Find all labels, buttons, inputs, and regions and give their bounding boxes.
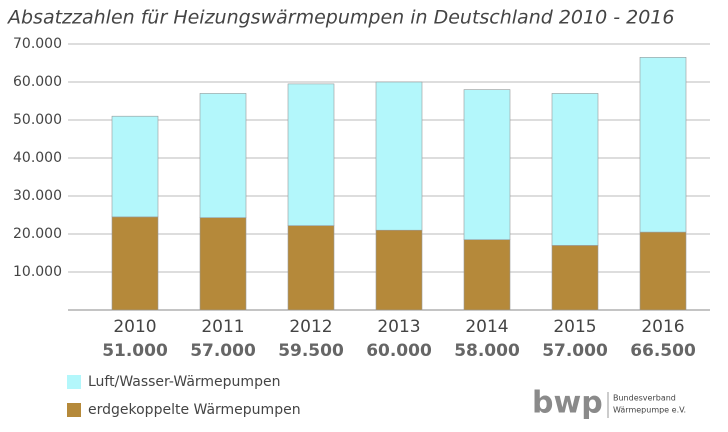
y-tick-label: 20.000: [13, 226, 62, 242]
bar-segment: [463, 89, 511, 241]
legend-label: Luft/Wasser-Wärmepumpen: [88, 374, 280, 390]
x-tick-label: 2011: [201, 317, 244, 337]
x-tick-label: 2016: [641, 317, 684, 337]
x-tick-label: 2010: [113, 317, 156, 337]
logo-mark: bwp: [532, 386, 603, 421]
y-tick-label: 60.000: [13, 74, 62, 90]
total-label: 66.500: [630, 341, 696, 361]
bar-segment: [111, 216, 159, 311]
bar-segment: [551, 93, 599, 246]
total-label: 59.500: [278, 341, 344, 361]
bar-segment: [639, 56, 687, 233]
bar-segment: [287, 83, 335, 226]
logo-line2: Wärmepumpe e.V.: [613, 406, 686, 415]
x-tick-label: 2014: [465, 317, 508, 337]
bar-segment: [199, 217, 247, 311]
logo-line1: Bundesverband: [613, 394, 676, 403]
y-tick-label: 70.000: [13, 36, 62, 52]
chart-title: Absatzzahlen für Heizungswärmepumpen in …: [6, 7, 674, 29]
y-tick-label: 40.000: [13, 150, 62, 166]
legend-swatch: [67, 375, 81, 389]
bar-segment: [463, 239, 511, 311]
bar-segment: [551, 245, 599, 311]
x-tick-label: 2013: [377, 317, 420, 337]
total-label: 60.000: [366, 341, 432, 361]
total-label: 58.000: [454, 341, 520, 361]
bar-segment: [375, 81, 423, 231]
legend-label: erdgekoppelte Wärmepumpen: [88, 402, 301, 418]
bar-segment: [199, 93, 247, 218]
x-tick-label: 2015: [553, 317, 596, 337]
y-tick-label: 10.000: [13, 264, 62, 280]
y-tick-label: 30.000: [13, 188, 62, 204]
bar-segment: [375, 229, 423, 311]
bar-segment: [111, 115, 159, 218]
legend-swatch: [67, 403, 81, 417]
y-tick-label: 50.000: [13, 112, 62, 128]
bar-segment: [639, 231, 687, 311]
x-tick-label: 2012: [289, 317, 332, 337]
total-label: 51.000: [102, 341, 168, 361]
total-label: 57.000: [190, 341, 256, 361]
bar-segment: [287, 225, 335, 311]
total-label: 57.000: [542, 341, 608, 361]
